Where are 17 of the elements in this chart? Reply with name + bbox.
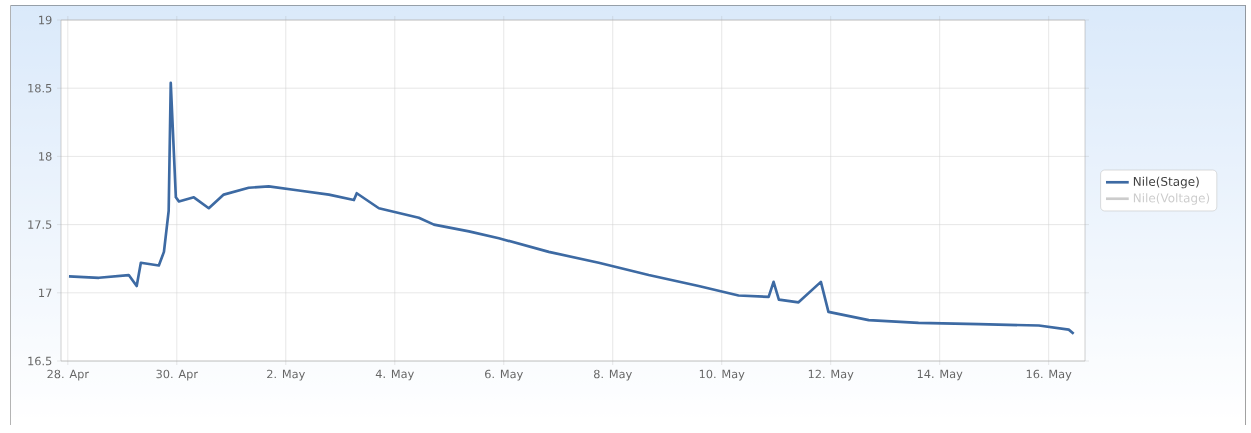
x-tick-label: 14. May	[917, 369, 963, 381]
y-tick-label: 17	[39, 288, 52, 297]
x-tick-label: 6. May	[485, 369, 523, 381]
y-tick-label: 17.5	[28, 220, 52, 229]
x-tick-label: 4. May	[375, 369, 414, 381]
y-tick-label: 19	[39, 15, 52, 25]
x-tick-label: 28. Apr	[47, 369, 90, 381]
x-tick-label: 30. Apr	[156, 369, 199, 381]
legend-label: Nile(Stage)	[1133, 176, 1199, 189]
y-tick-label: 18	[39, 152, 52, 161]
y-tick-label: 18.5	[28, 83, 52, 93]
x-tick-label: 10. May	[699, 369, 745, 381]
x-tick-label: 2. May	[267, 369, 305, 381]
x-tick-label: 16. May	[1026, 369, 1072, 381]
x-tick-label: 12. May	[808, 369, 854, 381]
x-tick-label: 8. May	[593, 369, 632, 381]
y-tick-label: 16.5	[28, 356, 52, 366]
